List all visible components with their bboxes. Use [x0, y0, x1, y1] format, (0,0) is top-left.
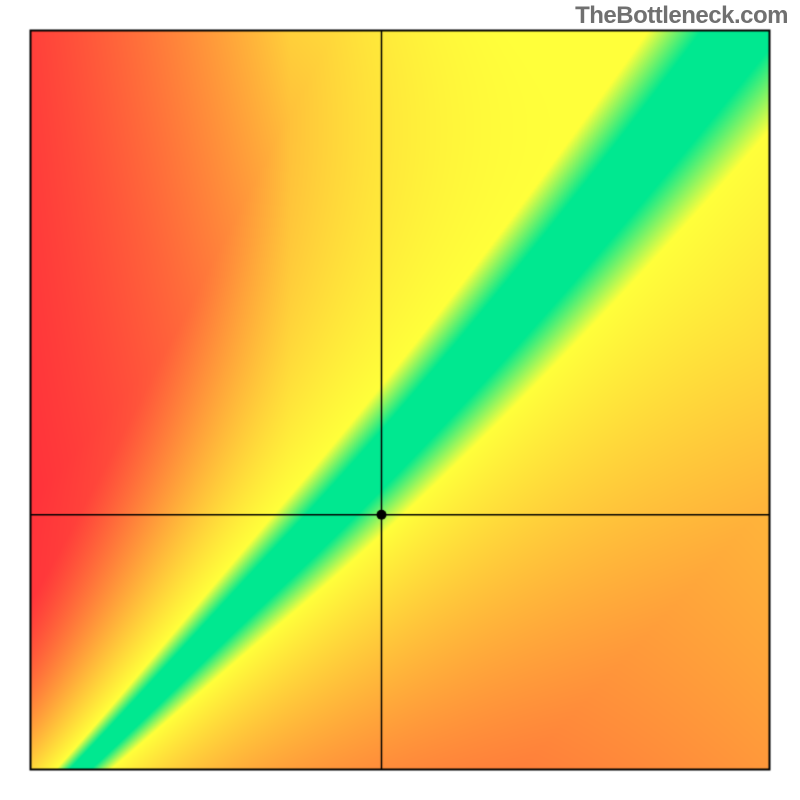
gradient-heatmap-canvas	[0, 0, 800, 800]
chart-container: TheBottleneck.com	[0, 0, 800, 800]
attribution-label: TheBottleneck.com	[575, 2, 788, 30]
